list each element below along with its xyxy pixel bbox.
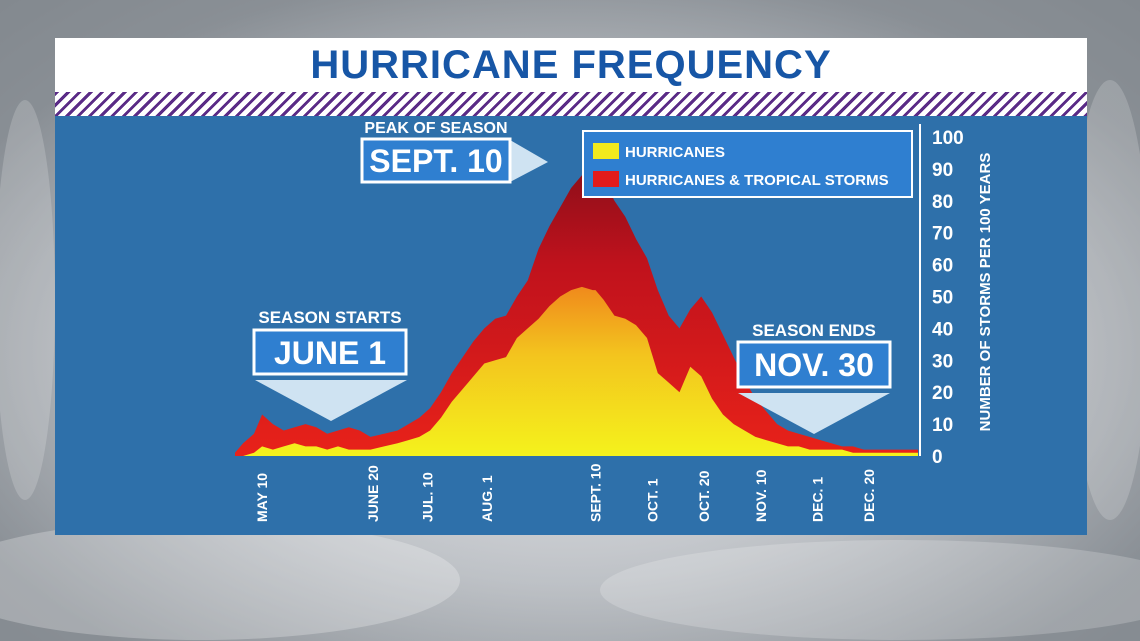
legend-swatch-hurricanes [593,143,619,159]
x-tick-label: OCT. 20 [696,470,712,522]
hatch-stripe-divider [55,92,1087,116]
x-tick-label: MAY 10 [254,473,270,522]
season-end-callout: SEASON ENDS NOV. 30 [736,321,892,434]
y-tick-label: 40 [932,319,953,340]
area-hurricanes [235,286,918,456]
title-bar: HURRICANE FREQUENCY [55,38,1087,92]
x-tick-label: OCT. 1 [644,478,660,522]
x-tick-label: SEPT. 10 [588,463,604,522]
x-tick-label: JUNE 20 [365,465,381,522]
x-tick-label: NOV. 10 [753,469,769,522]
y-tick-label: 50 [932,288,953,309]
x-tick-label: DEC. 1 [810,477,826,522]
page-title: HURRICANE FREQUENCY [310,42,832,87]
y-tick-label: 80 [932,192,953,213]
x-tick-label: DEC. 20 [861,469,877,522]
y-tick-label: 30 [932,351,953,372]
peak-date-box [360,137,512,184]
season-end-arrow [738,393,890,434]
peak-date: SEPT. 10 [369,143,502,179]
legend-label-hurricanes: HURRICANES [625,144,725,161]
season-end-date-box [736,340,892,389]
x-tick-label: JUL. 10 [419,472,435,522]
y-axis-ticks: 0 10 20 30 40 50 60 70 80 90 100 [932,128,964,468]
y-tick-label: 70 [932,224,953,245]
peak-callout: PEAK OF SEASON SEPT. 10 [360,120,548,184]
season-end-caption: SEASON ENDS [752,321,876,340]
x-tick-label: AUG. 1 [479,475,495,522]
season-end-date: NOV. 30 [754,347,874,383]
season-start-caption: SEASON STARTS [258,308,401,327]
peak-arrow [510,140,548,182]
y-tick-label: 20 [932,383,953,404]
y-tick-label: 90 [932,160,953,181]
y-tick-label: 100 [932,128,964,149]
y-tick-label: 10 [932,415,953,436]
legend: HURRICANES HURRICANES & TROPICAL STORMS [582,130,913,198]
y-tick-label: 60 [932,256,953,277]
season-start-date: JUNE 1 [274,335,386,371]
y-axis-title: NUMBER OF STORMS PER 100 YEARS [977,153,994,432]
x-axis-ticks: MAY 10 JUNE 20 JUL. 10 AUG. 1 SEPT. 10 OCT. 1… [254,463,877,522]
y-tick-label: 0 [932,447,943,468]
legend-label-storms: HURRICANES & TROPICAL STORMS [625,172,889,189]
season-start-callout: SEASON STARTS JUNE 1 [252,308,408,421]
legend-swatch-storms [593,171,619,187]
season-start-arrow [255,380,407,421]
peak-caption: PEAK OF SEASON [364,120,507,137]
season-start-date-box [252,328,408,376]
